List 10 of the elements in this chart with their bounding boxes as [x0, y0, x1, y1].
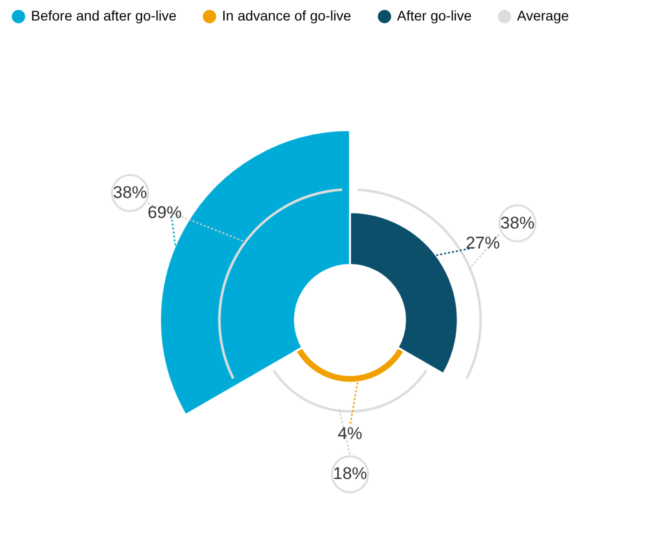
data-label: 38%	[500, 213, 534, 232]
category-label: After go-live	[397, 8, 472, 24]
data-label: 4%	[338, 424, 362, 444]
data-label: 38%	[113, 183, 148, 202]
data-label: 69%	[148, 203, 182, 222]
legend-label: Average	[517, 8, 570, 24]
category-label: Before and after go-live	[31, 8, 177, 24]
data-label: 18%	[332, 464, 368, 484]
category-label: In advance of go-live	[222, 8, 352, 24]
data-label: 27%	[466, 233, 500, 252]
